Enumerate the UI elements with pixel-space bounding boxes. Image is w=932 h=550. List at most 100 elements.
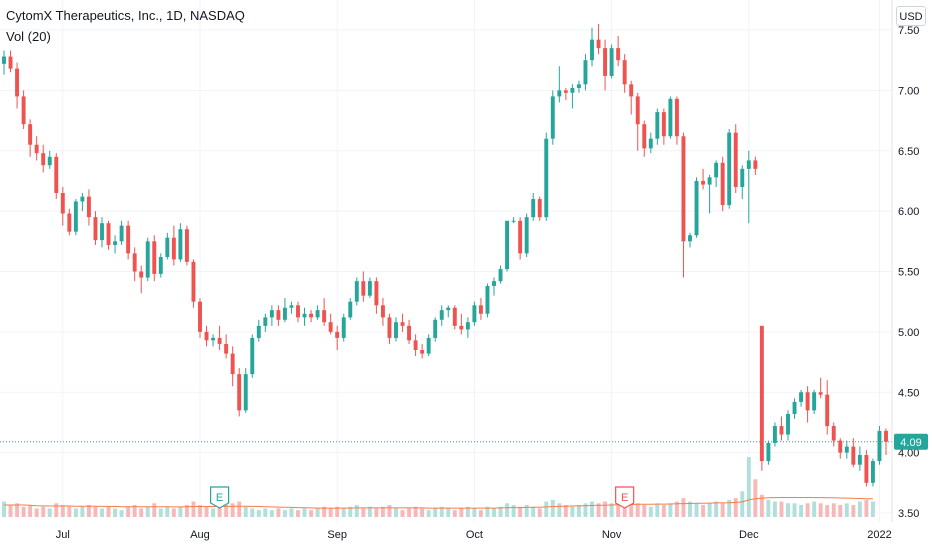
candle-body	[204, 331, 209, 341]
candle	[746, 150, 751, 224]
candle	[714, 160, 719, 187]
candle-body	[642, 124, 647, 149]
candle	[230, 346, 235, 387]
candle-body	[296, 305, 300, 318]
volume-bar	[113, 508, 118, 517]
candle-body	[576, 84, 581, 88]
volume-bar	[322, 506, 327, 517]
candle-body	[772, 426, 777, 443]
candle	[15, 62, 20, 109]
volume-bar	[694, 503, 699, 517]
candle	[799, 389, 804, 407]
price-axis[interactable]: 7.50 7.00 6.50 6.00 5.50 5.00 4.50 4.00 3.50	[898, 25, 919, 520]
volume-bar	[537, 508, 542, 517]
candle	[93, 211, 98, 245]
currency-badge[interactable]: USD	[896, 6, 926, 26]
candle-body	[511, 220, 516, 222]
candle	[870, 458, 875, 487]
candle-body	[707, 177, 712, 185]
time-tick-label: Jul	[56, 529, 70, 541]
candle	[681, 132, 686, 278]
volume-bar	[296, 510, 300, 517]
volume-bar	[518, 506, 523, 517]
candle-body	[870, 461, 875, 483]
earnings-marker[interactable]: E	[615, 486, 635, 509]
candle	[498, 265, 503, 284]
price-tick-label: 7.00	[898, 85, 919, 97]
candle	[387, 313, 392, 344]
candle	[145, 237, 150, 282]
volume-bar	[596, 503, 601, 517]
candle	[720, 156, 725, 212]
candle-body	[47, 156, 52, 166]
candle	[831, 422, 836, 447]
candle-body	[825, 394, 830, 427]
price-tick-label: 6.50	[898, 146, 919, 158]
candle-body	[688, 235, 692, 242]
chart-title: CytomX Therapeutics, Inc., 1D, NASDAQ	[6, 8, 245, 23]
volume-bar	[714, 501, 719, 517]
volume-bar	[799, 505, 804, 517]
volume-bar	[635, 503, 640, 517]
candle-body	[831, 426, 836, 441]
volume-bar	[753, 479, 758, 517]
candle	[576, 80, 581, 93]
candle-body	[452, 307, 457, 326]
volume-bar	[8, 505, 13, 517]
candle-body	[21, 96, 26, 125]
candle	[380, 298, 385, 326]
candle	[648, 132, 653, 154]
volume-bar	[2, 501, 6, 517]
volume-bar	[452, 510, 457, 517]
candle	[655, 108, 660, 145]
candle	[857, 446, 862, 471]
earnings-marker[interactable]: E	[210, 486, 230, 509]
volume-bar	[563, 505, 568, 517]
volume-bar	[838, 505, 843, 517]
candle	[276, 305, 281, 326]
candle	[126, 220, 131, 260]
candle-body	[348, 301, 353, 318]
candle	[668, 96, 673, 139]
candle-body	[492, 281, 496, 286]
volume-bar	[361, 508, 366, 517]
candle	[616, 36, 621, 67]
candle-body	[661, 112, 666, 137]
candle	[688, 232, 692, 248]
volume-bar	[524, 505, 529, 517]
candle-body	[224, 343, 229, 354]
volume-bar	[727, 499, 732, 517]
candle	[407, 319, 412, 344]
candle	[439, 305, 444, 326]
volume-bar	[825, 505, 830, 517]
volume-bar	[792, 503, 797, 517]
candle	[47, 150, 52, 169]
candle	[296, 301, 300, 323]
volume-bar	[720, 503, 725, 517]
volume-bar	[655, 503, 660, 517]
candle	[67, 208, 72, 236]
volume-bar	[367, 506, 372, 517]
candle-body	[152, 241, 157, 274]
candle-body	[753, 160, 758, 169]
time-axis[interactable]: Jul Aug Sep Oct Nov Dec 2022	[56, 529, 892, 541]
candle-body	[28, 124, 33, 145]
volume-bar	[864, 499, 869, 517]
candle	[243, 368, 248, 413]
candle-body	[786, 413, 790, 435]
volume-bar	[328, 508, 333, 517]
candle-body	[41, 153, 46, 166]
candle	[851, 438, 856, 468]
volume-bar	[158, 508, 163, 517]
candle	[41, 144, 46, 173]
candle-body	[818, 392, 823, 395]
candle-body	[720, 162, 725, 206]
candle	[825, 380, 830, 435]
volume-bar	[165, 506, 170, 517]
volume-bar	[269, 510, 274, 517]
volume-ma-line	[4, 497, 873, 509]
candle-body	[394, 322, 398, 338]
candle-body	[851, 446, 856, 465]
